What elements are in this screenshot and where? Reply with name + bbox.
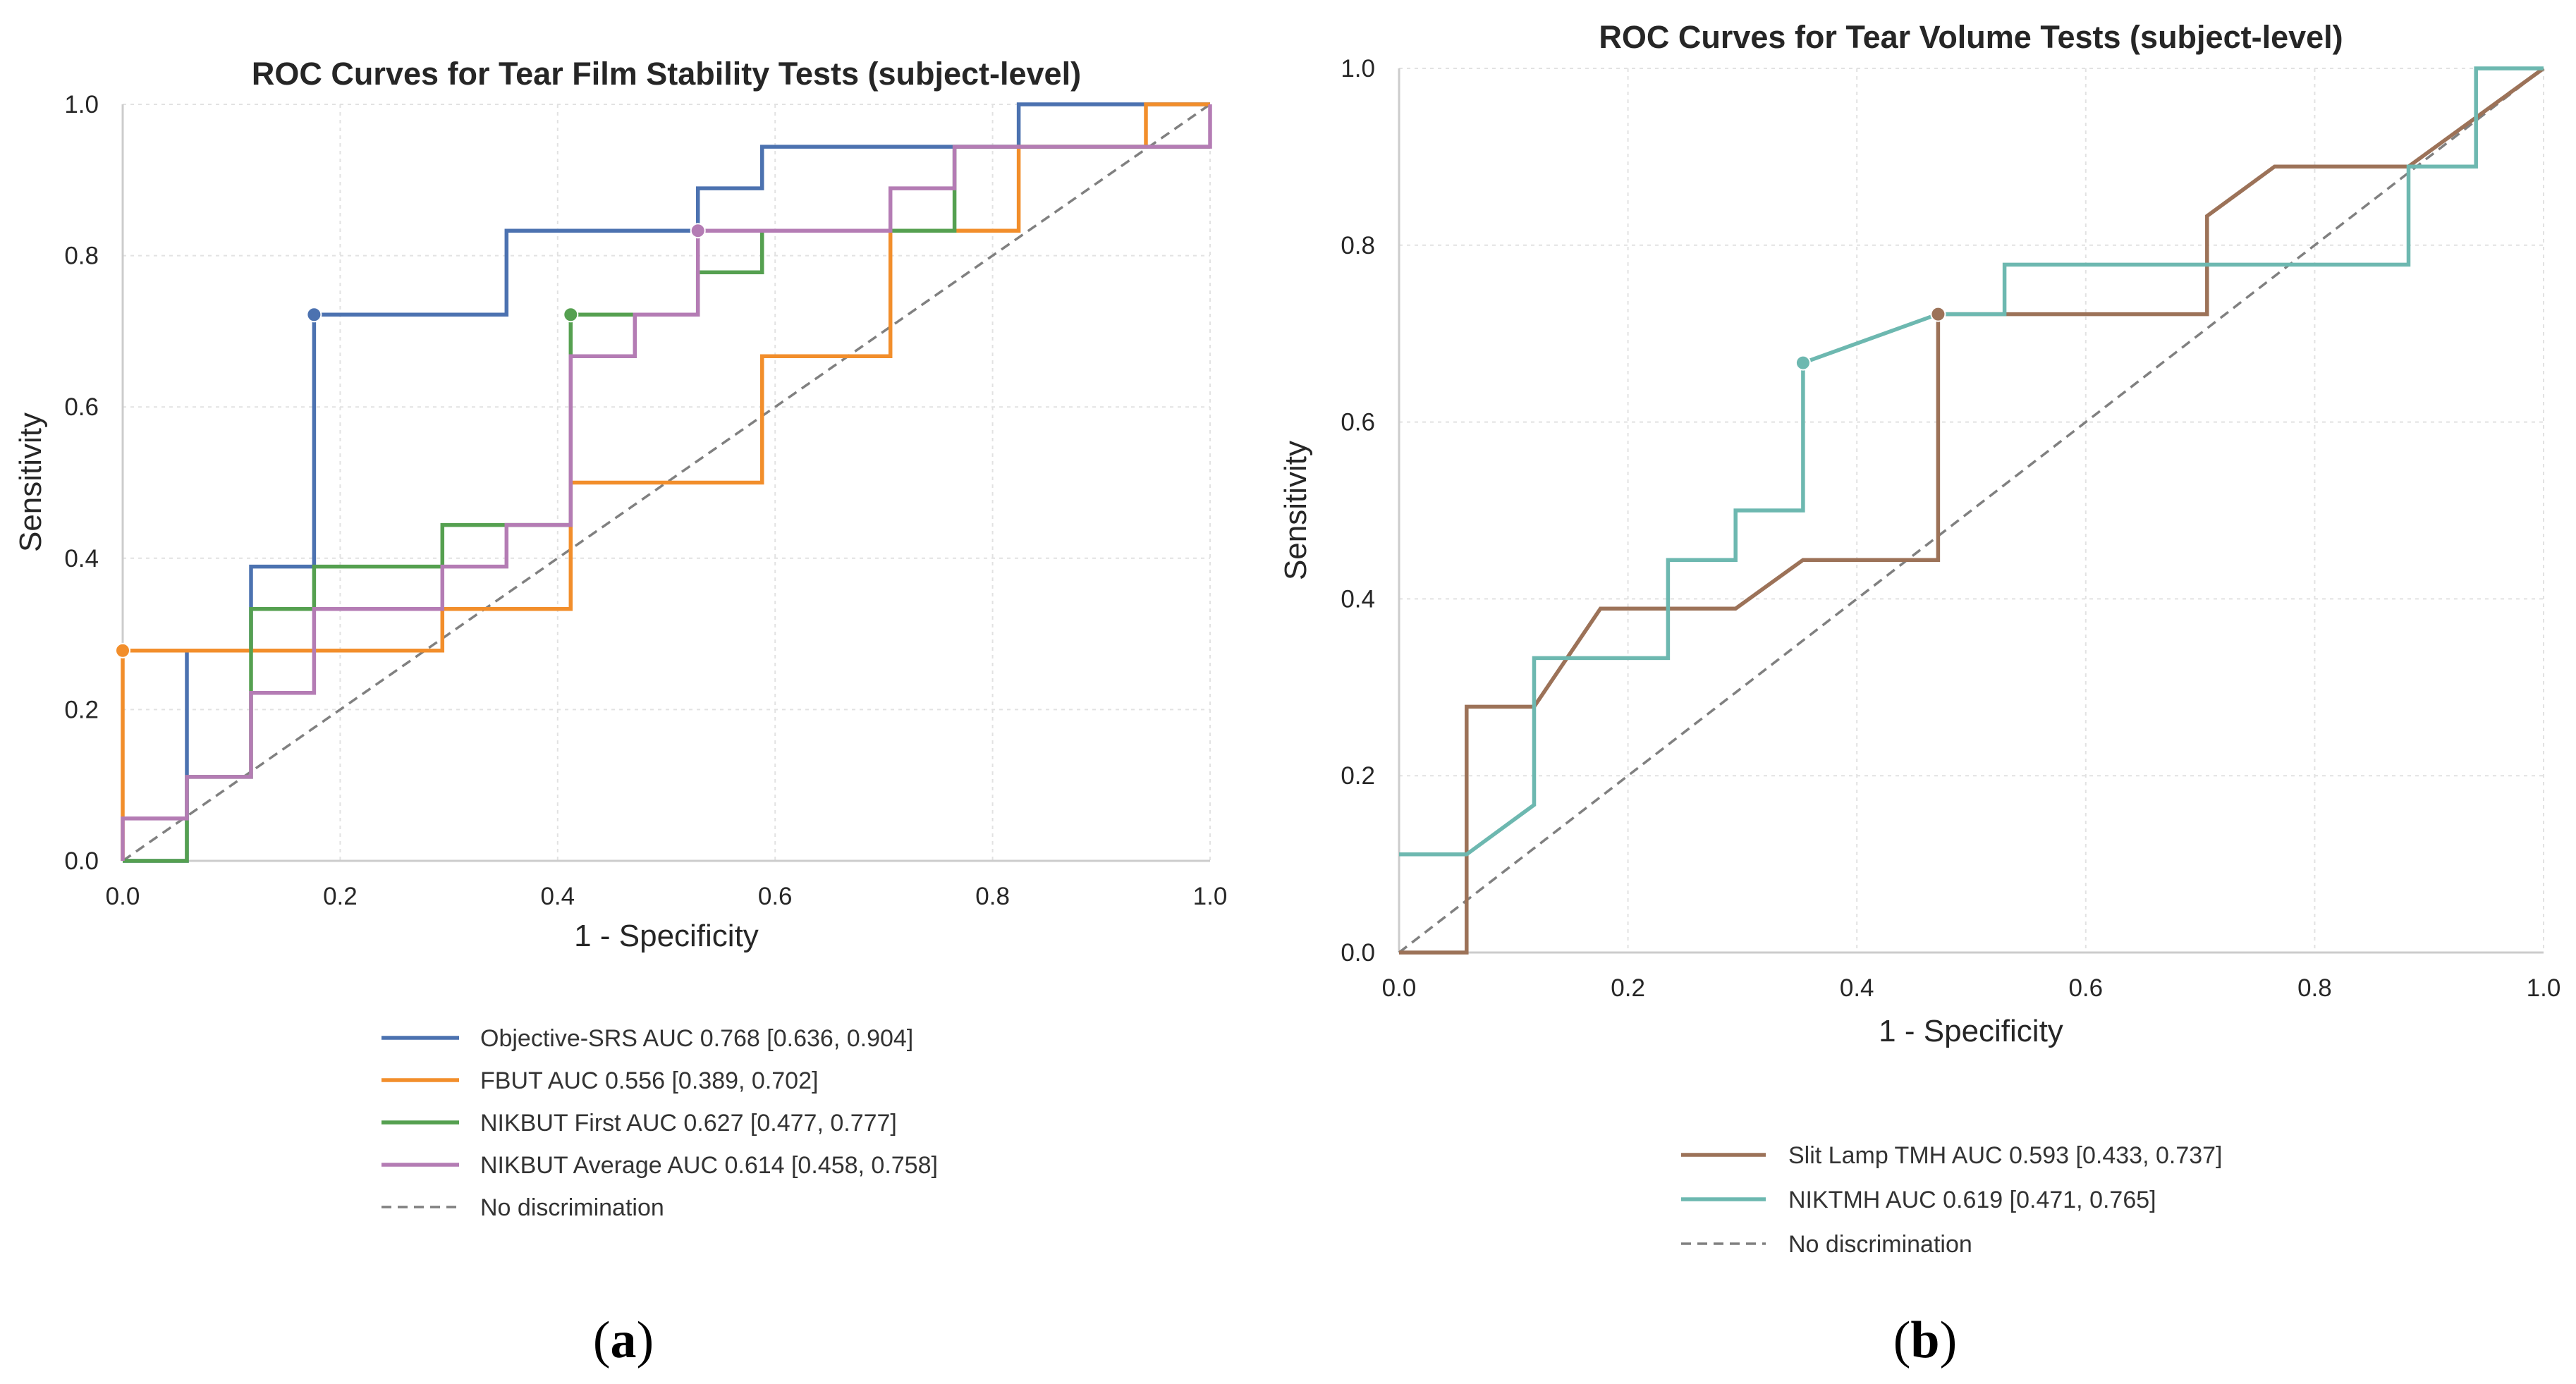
chart-title: ROC Curves for Tear Volume Tests (subjec…: [1599, 19, 2343, 55]
legend-entry: Objective-SRS AUC 0.768 [0.636, 0.904]: [480, 1025, 913, 1052]
x-tick-label: 1.0: [1193, 883, 1228, 910]
chart-panel-b: 0.0 0.2 0.4 0.6 0.8 1.0 0.0 0.2 0.4 0.6 0.8 1.0 ROC …: [1278, 19, 2560, 1369]
legend-entry: Slit Lamp TMH AUC 0.593 [0.433, 0.737]: [1788, 1142, 2223, 1169]
x-tick-label: 0.8: [975, 883, 1010, 910]
y-tick-label: 0.0: [1341, 939, 1375, 967]
x-tick-label: 0.2: [1611, 974, 1645, 1002]
y-tick-label: 0.0: [64, 847, 99, 875]
optimal-point-objective-srs: [306, 307, 322, 323]
x-tick-label: 0.0: [1382, 974, 1417, 1002]
y-tick-label: 0.2: [64, 696, 99, 723]
y-axis-label: Sensitivity: [13, 412, 48, 552]
panel-label: (a): [593, 1311, 654, 1369]
y-tick-label: 0.4: [64, 545, 99, 572]
optimal-point-nikbut-first: [563, 307, 579, 323]
y-tick-label: 1.0: [64, 91, 99, 118]
x-axis-label: 1 - Specificity: [1879, 1014, 2063, 1048]
x-tick-label: 0.6: [758, 883, 793, 910]
x-tick-label: 0.6: [2068, 974, 2103, 1002]
legend-entry: FBUT AUC 0.556 [0.389, 0.702]: [480, 1067, 818, 1094]
optimal-point-nikbut-average: [690, 223, 706, 239]
series-line-niktmh: [1399, 66, 2544, 857]
x-tick-label: 0.4: [1840, 974, 1874, 1002]
y-tick-label: 0.4: [1341, 585, 1375, 613]
series-line-slit-lamp-tmh: [1399, 66, 2545, 955]
legend-entry: No discrimination: [1788, 1231, 1972, 1258]
y-tick-label: 0.8: [64, 243, 99, 270]
legend-entry: NIKBUT First AUC 0.627 [0.477, 0.777]: [480, 1110, 897, 1137]
y-tick-label: 0.2: [1341, 762, 1375, 790]
legend-entry: NIKBUT Average AUC 0.614 [0.458, 0.758]: [480, 1152, 938, 1179]
series-line-nikbut-average: [121, 104, 1212, 861]
x-tick-label: 0.0: [106, 883, 140, 910]
legend: Slit Lamp TMH AUC 0.593 [0.433, 0.737] NI…: [1681, 1142, 2223, 1258]
panel-label: (b): [1893, 1311, 1957, 1369]
x-tick-label: 0.2: [323, 883, 358, 910]
x-tick-label: 0.4: [540, 883, 575, 910]
series-line-no-discrimination: [1398, 67, 2545, 954]
x-tick-label: 1.0: [2527, 974, 2561, 1002]
optimal-point-slit-lamp-tmh: [1930, 306, 1946, 322]
series-line-nikbut-first: [123, 145, 1210, 863]
optimal-point-niktmh: [1795, 355, 1811, 371]
y-tick-label: 0.6: [64, 393, 99, 421]
x-tick-label: 0.8: [2297, 974, 2332, 1002]
chart-title: ROC Curves for Tear Film Stability Tests…: [252, 56, 1081, 92]
legend: Objective-SRS AUC 0.768 [0.636, 0.904] FB…: [381, 1025, 938, 1221]
optimal-point-fbut: [115, 642, 130, 659]
series-line-no-discrimination: [122, 103, 1211, 862]
y-tick-label: 1.0: [1341, 55, 1375, 82]
chart-panel-a: 0.0 0.2 0.4 0.6 0.8 1.0 0.0 0.2 0.4 0.6 0.8 1.0 ROC …: [13, 56, 1227, 1369]
x-axis-label: 1 - Specificity: [574, 919, 759, 953]
y-tick-label: 0.6: [1341, 409, 1375, 436]
legend-entry: NIKTMH AUC 0.619 [0.471, 0.765]: [1788, 1187, 2156, 1213]
y-axis-label: Sensitivity: [1278, 441, 1313, 580]
legend-entry: No discrimination: [480, 1194, 664, 1221]
y-tick-label: 0.8: [1341, 232, 1375, 259]
